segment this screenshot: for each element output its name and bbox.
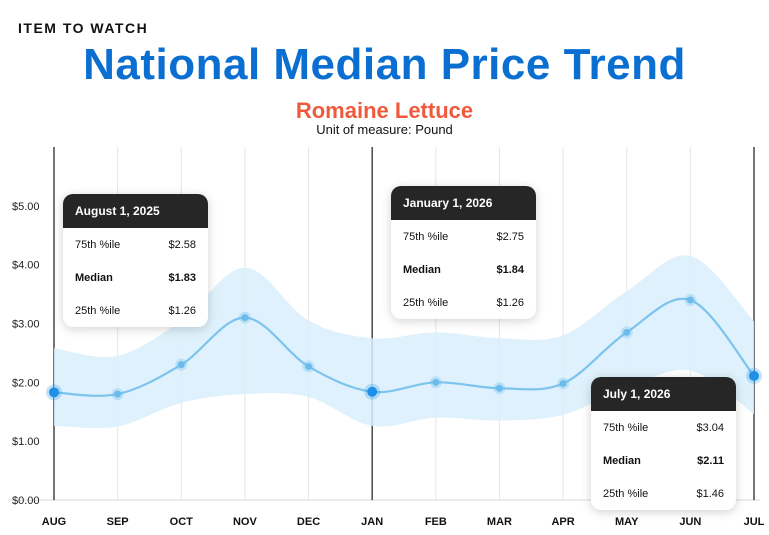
y-tick-label: $1.00 (12, 436, 40, 448)
tooltip-row-value: $2.11 (697, 454, 724, 467)
tooltip-row-label: 75th %ile (603, 421, 649, 434)
unit-of-measure: Unit of measure: Pound (316, 122, 453, 137)
tooltip-row-25th: 25th %ile $1.26 (391, 286, 536, 319)
tooltip-date: July 1, 2026 (591, 377, 736, 411)
tooltip-row-75th: 75th %ile $2.75 (391, 220, 536, 253)
tooltip-row-25th: 25th %ile $1.46 (591, 477, 736, 510)
x-tick-label: AUG (42, 516, 66, 528)
x-tick-label: FEB (425, 516, 447, 528)
tooltip-row-25th: 25th %ile $1.26 (63, 294, 208, 327)
data-point (49, 387, 59, 398)
data-point (367, 386, 378, 397)
x-tick-label: JAN (361, 516, 383, 528)
x-tick-label: DEC (297, 516, 320, 528)
x-tick-label: JUN (679, 516, 701, 528)
tooltip-row-label: 25th %ile (403, 296, 449, 309)
tooltip-row-label: Median (603, 454, 641, 467)
data-point (177, 361, 185, 369)
y-tick-label: $4.00 (12, 260, 40, 272)
x-tick-label: APR (551, 516, 574, 528)
tooltip-row-median: Median $1.84 (391, 253, 536, 286)
x-tick-label: SEP (107, 516, 129, 528)
data-point (432, 378, 440, 386)
tooltip-row-75th: 75th %ile $3.04 (591, 411, 736, 444)
tooltip-date: August 1, 2025 (63, 194, 208, 228)
tooltip-row-value: $1.84 (496, 263, 524, 276)
tooltip-row-value: $1.83 (168, 271, 196, 284)
tooltip-row-value: $1.46 (696, 487, 724, 500)
tooltip-row-label: Median (75, 271, 113, 284)
tooltip-row-75th: 75th %ile $2.58 (63, 228, 208, 261)
tooltip-row-label: 25th %ile (75, 304, 121, 317)
data-point (686, 296, 694, 304)
x-tick-label: OCT (170, 516, 194, 528)
tooltip-row-value: $2.58 (168, 238, 196, 251)
y-tick-label: $5.00 (12, 201, 40, 213)
y-tick-label: $2.00 (12, 377, 40, 389)
tooltip-card-aug: August 1, 2025 75th %ile $2.58 Median $1… (63, 194, 208, 327)
data-point (559, 380, 567, 388)
y-tick-label: $0.00 (12, 495, 40, 507)
data-point (305, 362, 313, 370)
percentile-band (54, 255, 754, 429)
chart-subtitle: Romaine Lettuce (295, 98, 474, 123)
data-point (623, 328, 631, 336)
kicker-label: ITEM TO WATCH (18, 20, 149, 36)
data-point (749, 370, 759, 381)
x-tick-label: NOV (233, 516, 258, 528)
tooltip-row-value: $1.26 (496, 296, 524, 309)
chart-title: National Median Price Trend (83, 40, 686, 89)
tooltip-card-jan: January 1, 2026 75th %ile $2.75 Median $… (391, 186, 536, 319)
tooltip-row-label: 75th %ile (403, 230, 449, 243)
x-tick-label: MAR (487, 516, 512, 528)
tooltip-row-label: 75th %ile (75, 238, 121, 251)
data-point (495, 384, 503, 392)
tooltip-row-median: Median $1.83 (63, 261, 208, 294)
data-point (114, 390, 122, 398)
tooltip-row-value: $2.75 (496, 230, 524, 243)
x-tick-label: MAY (615, 516, 639, 528)
tooltip-row-value: $3.04 (696, 421, 724, 434)
data-point (241, 314, 249, 322)
y-tick-label: $3.00 (12, 319, 40, 331)
tooltip-card-jul: July 1, 2026 75th %ile $3.04 Median $2.1… (591, 377, 736, 510)
tooltip-row-label: Median (403, 263, 441, 276)
tooltip-row-label: 25th %ile (603, 487, 649, 500)
x-tick-label: JUL (744, 516, 765, 528)
tooltip-date: January 1, 2026 (391, 186, 536, 220)
tooltip-row-median: Median $2.11 (591, 444, 736, 477)
tooltip-row-value: $1.26 (168, 304, 196, 317)
